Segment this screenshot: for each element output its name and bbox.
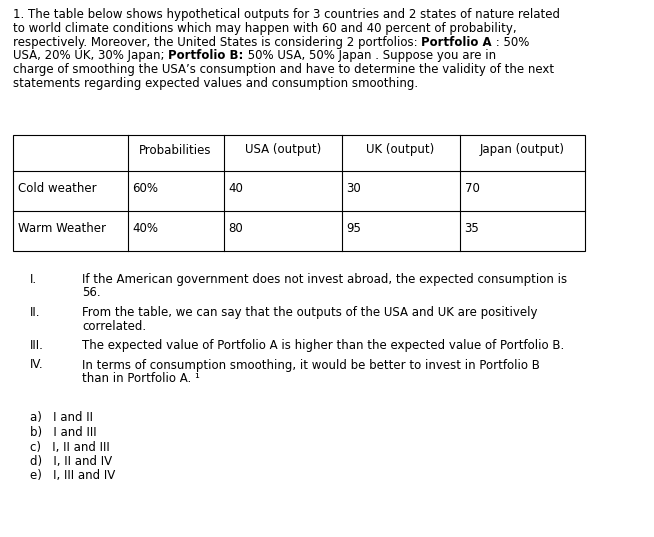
Text: to world climate conditions which may happen with 60 and 40 percent of probabili: to world climate conditions which may ha… xyxy=(13,22,517,35)
Text: From the table, we can say that the outputs of the USA and UK are positively: From the table, we can say that the outp… xyxy=(82,306,538,319)
Text: respectively. Moreover, the United States is considering 2 portfolios:: respectively. Moreover, the United State… xyxy=(13,35,421,49)
Text: Warm Weather: Warm Weather xyxy=(18,221,106,235)
Text: than in Portfolio A. ¹: than in Portfolio A. ¹ xyxy=(82,372,200,385)
Text: charge of smoothing the USA’s consumption and have to determine the validity of : charge of smoothing the USA’s consumptio… xyxy=(13,63,554,76)
Text: I.: I. xyxy=(30,273,37,286)
Text: c)   I, II and III: c) I, II and III xyxy=(30,440,110,454)
Text: Cold weather: Cold weather xyxy=(18,182,97,194)
Text: Probabilities: Probabilities xyxy=(139,143,212,156)
Text: : 50%: : 50% xyxy=(492,35,529,49)
Text: USA (output): USA (output) xyxy=(245,143,320,156)
Text: The expected value of Portfolio A is higher than the expected value of Portfolio: The expected value of Portfolio A is hig… xyxy=(82,339,564,352)
Text: Portfolio A: Portfolio A xyxy=(421,35,492,49)
Text: III.: III. xyxy=(30,339,44,352)
Text: 60%: 60% xyxy=(133,182,158,194)
Text: e)   I, III and IV: e) I, III and IV xyxy=(30,469,115,483)
Text: 40: 40 xyxy=(229,182,243,194)
Text: d)   I, II and IV: d) I, II and IV xyxy=(30,455,112,468)
Text: UK (output): UK (output) xyxy=(366,143,435,156)
Text: In terms of consumption smoothing, it would be better to invest in Portfolio B: In terms of consumption smoothing, it wo… xyxy=(82,359,540,372)
Text: correlated.: correlated. xyxy=(82,320,146,332)
Text: II.: II. xyxy=(30,306,41,319)
Text: 50% USA, 50% Japan . Suppose you are in: 50% USA, 50% Japan . Suppose you are in xyxy=(244,49,496,62)
Text: IV.: IV. xyxy=(30,359,44,372)
Text: 40%: 40% xyxy=(133,221,158,235)
Text: Portfolio B:: Portfolio B: xyxy=(168,49,244,62)
Text: USA, 20% UK, 30% Japan;: USA, 20% UK, 30% Japan; xyxy=(13,49,168,62)
Text: b)   I and III: b) I and III xyxy=(30,426,97,439)
Text: 1. The table below shows hypothetical outputs for 3 countries and 2 states of na: 1. The table below shows hypothetical ou… xyxy=(13,8,560,21)
Bar xyxy=(13,135,585,251)
Text: If the American government does not invest abroad, the expected consumption is: If the American government does not inve… xyxy=(82,273,567,286)
Text: statements regarding expected values and consumption smoothing.: statements regarding expected values and… xyxy=(13,77,418,90)
Text: a)   I and II: a) I and II xyxy=(30,411,93,425)
Text: 80: 80 xyxy=(229,221,243,235)
Text: 30: 30 xyxy=(347,182,362,194)
Text: 56.: 56. xyxy=(82,287,101,300)
Text: 35: 35 xyxy=(464,221,479,235)
Text: Japan (output): Japan (output) xyxy=(480,143,565,156)
Text: 95: 95 xyxy=(347,221,362,235)
Text: 70: 70 xyxy=(464,182,479,194)
